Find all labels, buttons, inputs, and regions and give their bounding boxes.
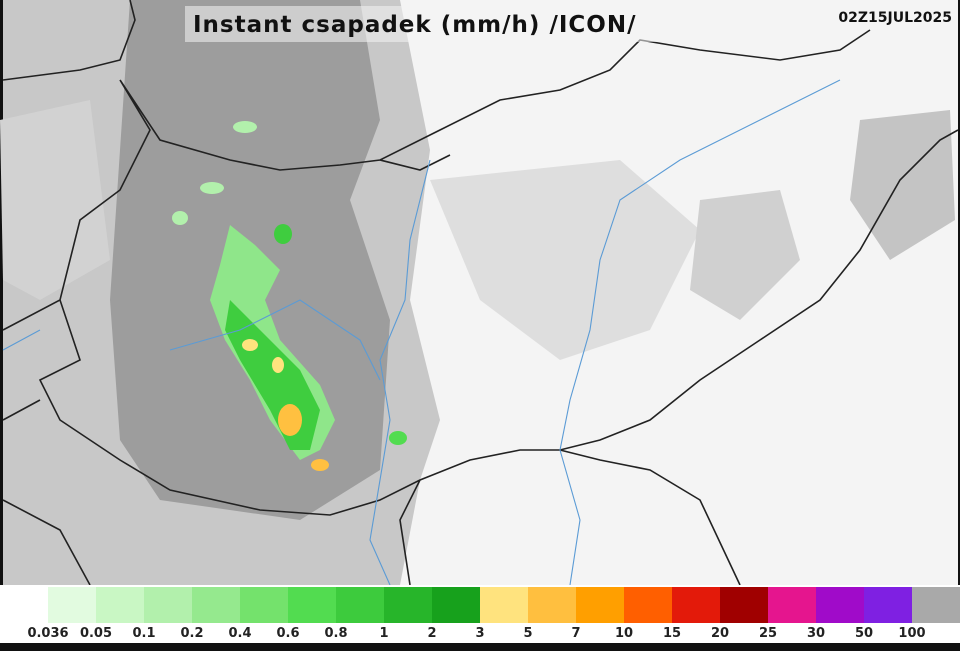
legend-swatch	[816, 587, 865, 623]
legend: 0.036 0.05 0.1 0.2 0.4 0.6 0.8 1 2 3 5 7 10 15 20 25 30 5…	[0, 587, 960, 641]
legend-swatch	[624, 587, 673, 623]
legend-label: 0.4	[228, 626, 251, 641]
map: Instant csapadek (mm/h) /ICON/ 02Z15JUL2…	[0, 0, 959, 586]
legend-label: 0.2	[180, 626, 203, 641]
legend-label: 0.8	[324, 626, 347, 641]
legend-swatch	[48, 587, 97, 623]
legend-swatch	[912, 587, 960, 623]
legend-label: 0.05	[80, 626, 112, 641]
precip-green	[274, 224, 292, 244]
legend-swatch	[528, 587, 577, 623]
legend-swatch	[480, 587, 529, 623]
legend-swatch	[432, 587, 481, 623]
legend-swatch	[0, 587, 49, 623]
precip-yellow	[242, 339, 258, 351]
legend-swatch	[720, 587, 769, 623]
river	[2, 79, 841, 586]
legend-swatch	[576, 587, 625, 623]
precip-orange	[311, 459, 329, 471]
legend-label: 0.6	[276, 626, 299, 641]
legend-label: 20	[711, 626, 729, 641]
precip-orange	[278, 404, 302, 436]
precip-green	[233, 121, 257, 133]
precip-faint	[0, 100, 110, 300]
legend-swatch	[192, 587, 241, 623]
precip-green	[200, 182, 224, 194]
legend-label: 30	[807, 626, 825, 641]
precip-faint	[690, 190, 800, 320]
legend-swatch	[240, 587, 289, 623]
legend-swatch	[336, 587, 385, 623]
timestamp: 02Z15JUL2025	[838, 10, 952, 26]
legend-label: 5	[523, 626, 532, 641]
legend-swatch	[384, 587, 433, 623]
legend-swatch	[288, 587, 337, 623]
legend-label: 100	[898, 626, 925, 641]
country-border	[2, 0, 959, 586]
legend-label: 0.036	[27, 626, 68, 641]
precip-green	[172, 211, 188, 225]
legend-label: 1	[379, 626, 388, 641]
legend-label: 25	[759, 626, 777, 641]
legend-label: 3	[475, 626, 484, 641]
legend-label: 7	[571, 626, 580, 641]
legend-swatch	[768, 587, 817, 623]
legend-swatch	[96, 587, 145, 623]
precip-faint	[430, 160, 700, 360]
precip-yellow	[272, 357, 284, 373]
legend-label: 2	[427, 626, 436, 641]
legend-swatch	[144, 587, 193, 623]
title-backdrop	[185, 6, 765, 42]
legend-label: 0.1	[132, 626, 155, 641]
precip-green	[389, 431, 407, 445]
legend-label: 50	[855, 626, 873, 641]
legend-label: 10	[615, 626, 633, 641]
legend-label: 15	[663, 626, 681, 641]
legend-swatch	[864, 587, 913, 623]
map-title: Instant csapadek (mm/h) /ICON/	[193, 12, 636, 38]
legend-swatch	[672, 587, 721, 623]
